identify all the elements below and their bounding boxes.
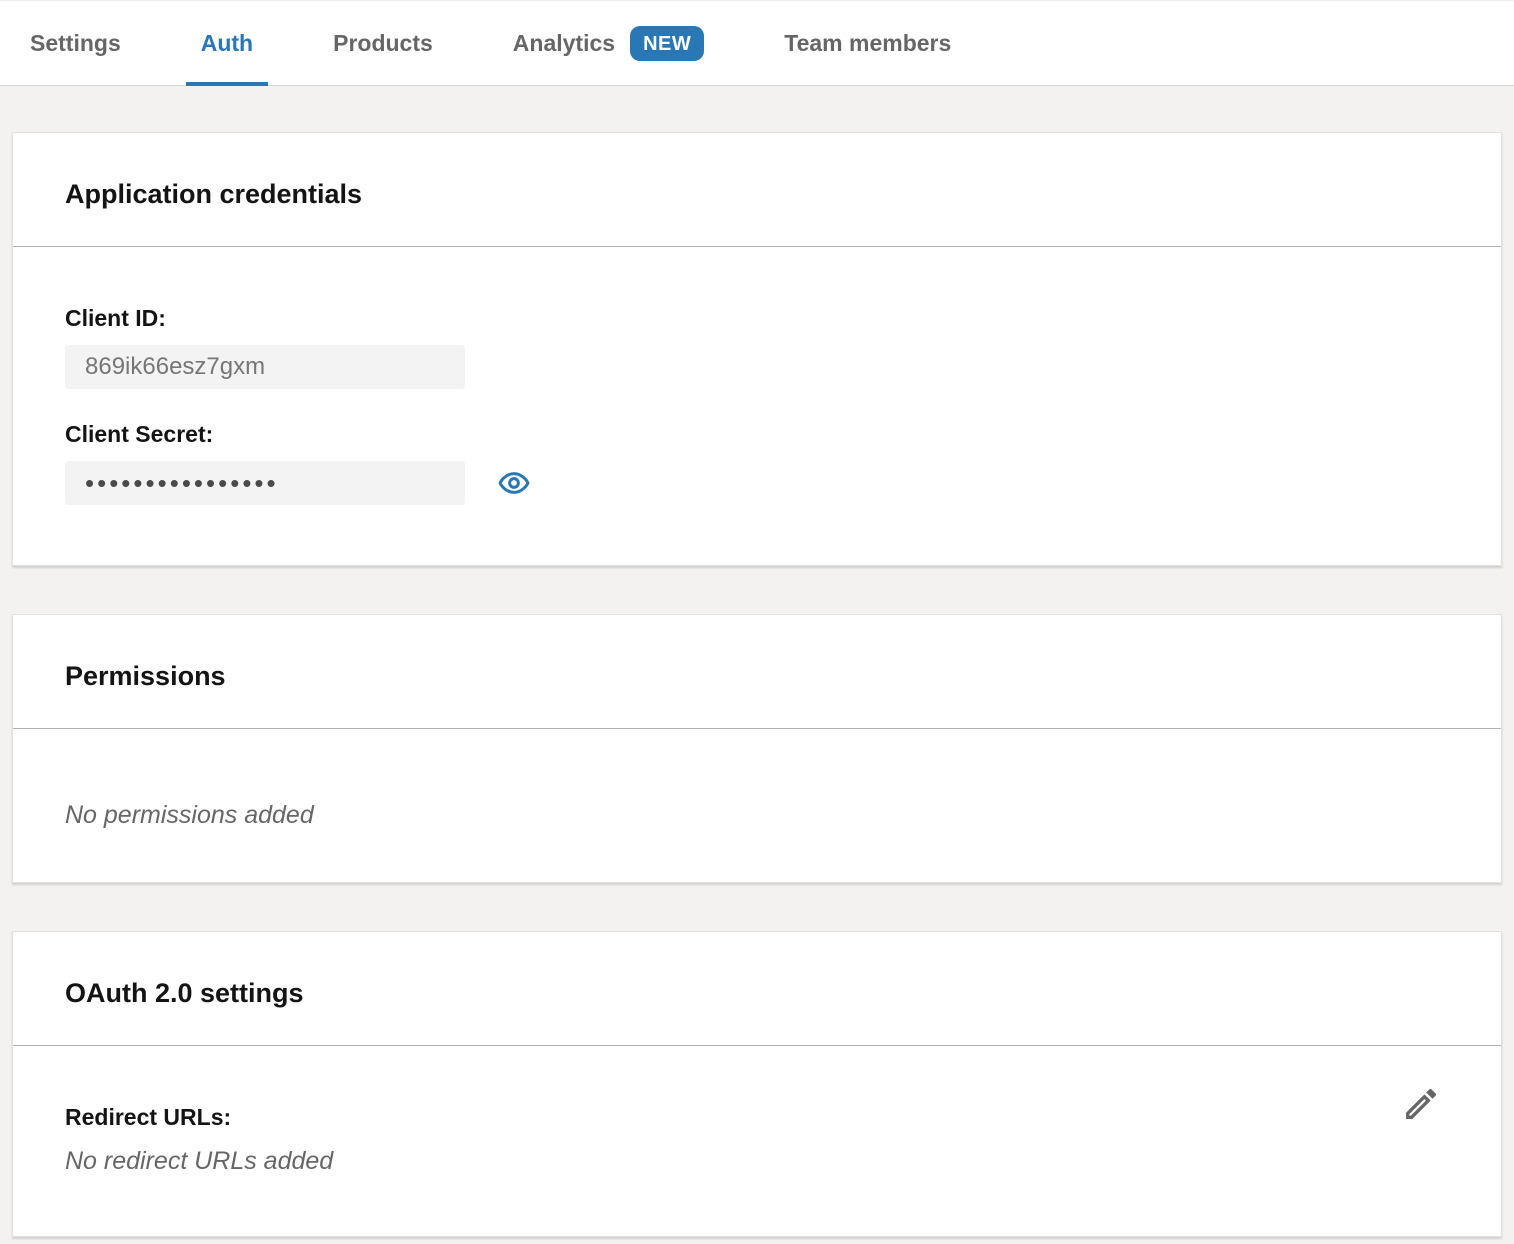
permissions-body: No permissions added (13, 729, 1501, 882)
permissions-header: Permissions (13, 615, 1501, 729)
application-credentials-card: Application credentials Client ID: 869ik… (12, 132, 1502, 566)
tab-bar: Settings Auth Products Analytics NEW Tea… (0, 0, 1514, 86)
client-secret-value[interactable]: •••••••••••••••• (65, 461, 465, 505)
application-credentials-header: Application credentials (13, 133, 1501, 247)
tab-products[interactable]: Products (333, 29, 433, 56)
tab-settings[interactable]: Settings (30, 29, 121, 56)
no-redirect-urls-text: No redirect URLs added (65, 1147, 334, 1175)
tab-auth[interactable]: Auth (185, 1, 269, 86)
client-id-field: Client ID: 869ik66esz7gxm (65, 305, 1449, 389)
new-badge: NEW (630, 25, 705, 61)
edit-redirect-urls-button[interactable] (1401, 1084, 1441, 1124)
client-id-label: Client ID: (65, 305, 166, 331)
pencil-icon (1406, 1089, 1437, 1119)
application-credentials-body: Client ID: 869ik66esz7gxm Client Secret:… (13, 247, 1501, 565)
permissions-card: Permissions No permissions added (12, 614, 1502, 883)
client-secret-label: Client Secret: (65, 421, 214, 447)
client-secret-row: •••••••••••••••• (65, 448, 1449, 505)
auth-settings-page: Application credentials Client ID: 869ik… (0, 86, 1514, 1237)
oauth-settings-header: OAuth 2.0 settings (13, 932, 1501, 1046)
client-id-value[interactable]: 869ik66esz7gxm (65, 345, 465, 389)
reveal-secret-button[interactable] (497, 466, 531, 500)
tab-team-members[interactable]: Team members (784, 29, 952, 56)
permissions-title: Permissions (65, 661, 226, 691)
client-secret-field: Client Secret: •••••••••••••••• (65, 421, 1449, 505)
tab-analytics[interactable]: Analytics NEW (512, 1, 705, 85)
oauth-settings-body: Redirect URLs: No redirect URLs added (13, 1046, 1501, 1236)
application-credentials-title: Application credentials (65, 179, 363, 209)
tab-analytics-label: Analytics (512, 29, 616, 56)
redirect-urls-label: Redirect URLs: (65, 1104, 232, 1130)
no-permissions-text: No permissions added (65, 801, 314, 829)
eye-icon (498, 472, 530, 494)
oauth-settings-card: OAuth 2.0 settings Redirect URLs: No red… (12, 931, 1502, 1237)
oauth-settings-title: OAuth 2.0 settings (65, 978, 304, 1008)
